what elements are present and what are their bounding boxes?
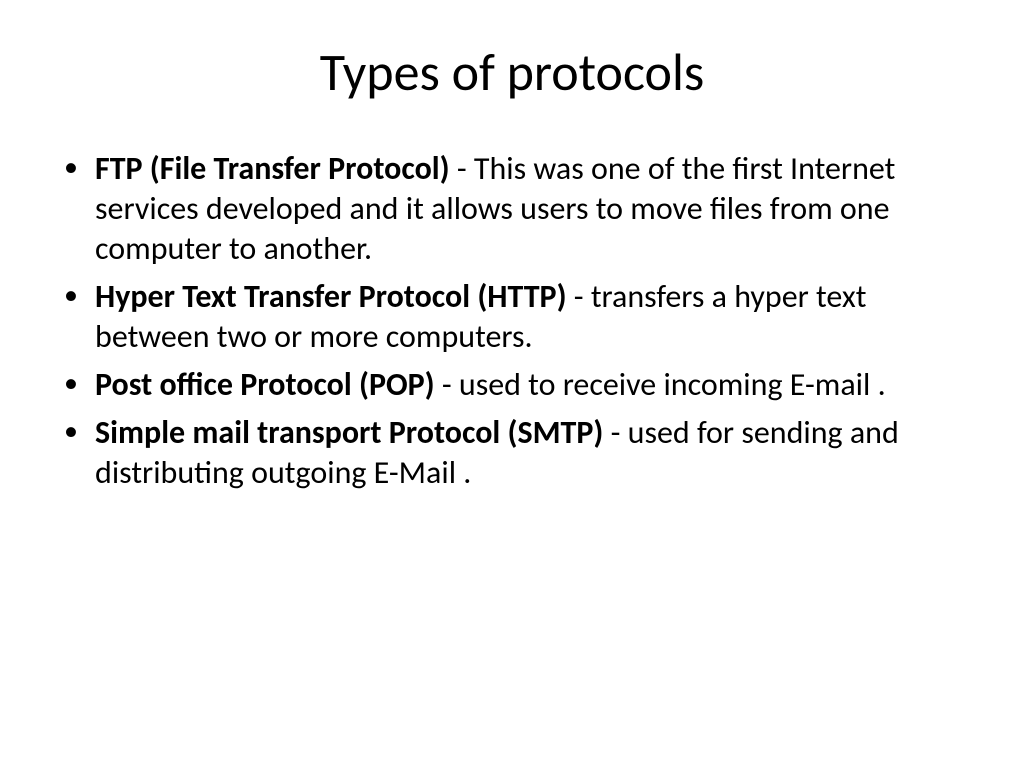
bullet-item: Hyper Text Transfer Protocol (HTTP) - tr… xyxy=(50,277,974,357)
slide-title: Types of protocols xyxy=(50,40,974,104)
bullet-item: FTP (File Transfer Protocol) - This was … xyxy=(50,149,974,269)
bullet-bold: Simple mail transport Protocol (SMTP) xyxy=(95,413,611,452)
bullet-bold: Post office Protocol (POP) xyxy=(95,365,442,404)
bullet-list: FTP (File Transfer Protocol) - This was … xyxy=(50,149,974,493)
bullet-text: - used to receive incoming E-mail . xyxy=(442,365,886,404)
bullet-item: Simple mail transport Protocol (SMTP) - … xyxy=(50,413,974,493)
bullet-bold: Hyper Text Transfer Protocol (HTTP) xyxy=(95,277,574,316)
bullet-item: Post office Protocol (POP) - used to rec… xyxy=(50,365,974,405)
bullet-bold: FTP (File Transfer Protocol) xyxy=(95,149,457,188)
